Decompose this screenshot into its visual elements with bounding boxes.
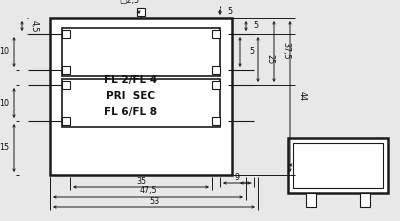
Bar [62, 28, 220, 76]
Text: 5: 5 [228, 8, 232, 17]
Text: 44: 44 [298, 91, 306, 101]
Text: 15: 15 [0, 143, 9, 152]
Text: 5: 5 [250, 48, 254, 57]
Text: FL 2/FL 4: FL 2/FL 4 [104, 75, 158, 85]
Text: 4,5: 4,5 [30, 20, 38, 32]
Bar [62, 30, 70, 38]
Bar [212, 30, 220, 38]
Bar [212, 81, 220, 89]
Bar [288, 138, 388, 193]
Text: ▢2,5: ▢2,5 [119, 0, 139, 4]
Bar [212, 117, 220, 125]
Bar [137, 8, 145, 16]
Bar [62, 117, 70, 125]
Text: 9: 9 [234, 173, 240, 181]
Text: 25: 25 [266, 54, 274, 64]
Bar [62, 81, 70, 89]
Text: 10: 10 [0, 99, 9, 107]
Bar [360, 193, 370, 207]
Text: 37,5: 37,5 [282, 42, 290, 60]
Bar [212, 66, 220, 74]
Text: PRI  SEC: PRI SEC [106, 91, 156, 101]
Bar [62, 79, 220, 127]
Bar [50, 18, 232, 175]
Text: 10: 10 [0, 48, 9, 57]
Bar [293, 143, 383, 188]
Bar [62, 66, 70, 74]
Bar [306, 193, 316, 207]
Text: FL 6/FL 8: FL 6/FL 8 [104, 107, 158, 117]
Text: 35: 35 [136, 177, 146, 185]
Text: 5: 5 [254, 21, 258, 30]
Text: 53: 53 [149, 196, 159, 206]
Text: 47,5: 47,5 [139, 187, 157, 196]
